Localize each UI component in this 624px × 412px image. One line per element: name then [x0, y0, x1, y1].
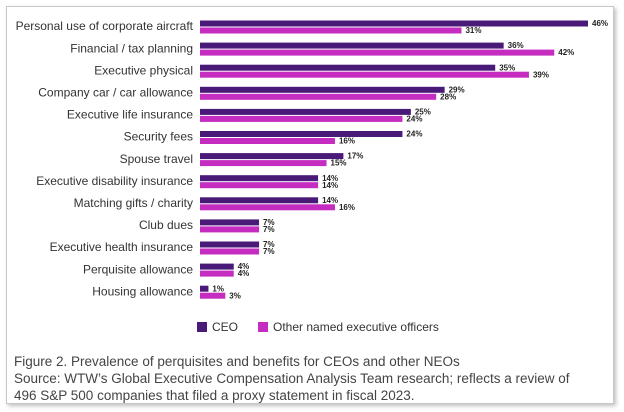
value-label: 4%	[238, 269, 250, 278]
bar	[200, 131, 403, 137]
value-label: 29%	[449, 85, 465, 94]
bar	[200, 204, 335, 211]
value-label: 7%	[263, 225, 275, 234]
value-label: 42%	[558, 48, 574, 57]
value-label: 15%	[331, 159, 347, 168]
category-label: Club dues	[139, 218, 193, 232]
category-label: Executive health insurance	[50, 240, 194, 254]
bar	[200, 160, 327, 167]
value-label: 14%	[322, 174, 338, 183]
category-label: Perquisite allowance	[83, 262, 193, 276]
bar	[200, 64, 496, 71]
legend-label: CEO	[212, 320, 238, 334]
bar	[200, 248, 260, 255]
value-label: 31%	[465, 26, 481, 35]
value-label: 4%	[238, 262, 250, 271]
legend-swatch	[258, 322, 269, 332]
value-label: 14%	[322, 181, 338, 190]
value-label: 7%	[263, 240, 275, 249]
value-label: 14%	[322, 196, 338, 205]
value-label: 3%	[229, 291, 241, 300]
bar	[200, 49, 555, 56]
bar	[200, 42, 504, 49]
caption: Figure 2. Prevalence of perquisites and …	[14, 354, 460, 369]
value-label: 17%	[347, 152, 363, 161]
bar	[200, 86, 445, 93]
category-label: Financial / tax planning	[70, 41, 193, 55]
value-label: 7%	[263, 218, 275, 227]
bar	[200, 93, 437, 100]
value-label: 36%	[508, 41, 524, 50]
legend-label: Other named executive officers	[273, 320, 439, 334]
value-label: 1%	[212, 284, 224, 293]
category-label: Executive disability insurance	[36, 174, 193, 188]
category-label: Company car / car allowance	[38, 85, 193, 99]
category-label: Matching gifts / charity	[74, 196, 193, 210]
category-label: Executive physical	[94, 63, 193, 77]
bar	[200, 20, 588, 27]
bar	[200, 71, 529, 78]
value-label: 46%	[592, 19, 608, 28]
category-label: Personal use of corporate aircraft	[16, 19, 194, 33]
value-label: 24%	[406, 130, 422, 139]
bar	[200, 263, 234, 270]
value-label: 16%	[339, 203, 355, 212]
bar	[200, 292, 226, 299]
value-label: 16%	[339, 137, 355, 146]
bar	[200, 153, 344, 160]
category-label: Security fees	[124, 130, 193, 144]
bar	[200, 226, 260, 233]
bar	[200, 175, 319, 182]
category-label: Housing allowance	[92, 284, 193, 298]
value-label: 39%	[533, 70, 549, 79]
bar	[200, 197, 319, 204]
bar	[200, 219, 260, 226]
category-label: Spouse travel	[120, 152, 193, 166]
caption: Source: WTW’s Global Executive Compensat…	[14, 371, 570, 386]
value-label: 7%	[263, 247, 275, 256]
category-label: Executive life insurance	[67, 108, 193, 122]
bar	[200, 27, 462, 34]
bar	[200, 182, 319, 189]
bar	[200, 270, 234, 277]
value-label: 24%	[406, 115, 422, 124]
caption: 496 S&P 500 companies that filed a proxy…	[14, 388, 415, 403]
bar	[200, 241, 260, 248]
value-label: 28%	[440, 92, 456, 101]
legend-swatch	[197, 322, 207, 332]
bar	[200, 285, 209, 292]
value-label: 25%	[415, 108, 431, 117]
bar	[200, 138, 335, 144]
bar	[200, 108, 411, 115]
value-label: 35%	[499, 63, 515, 72]
bar	[200, 115, 403, 122]
